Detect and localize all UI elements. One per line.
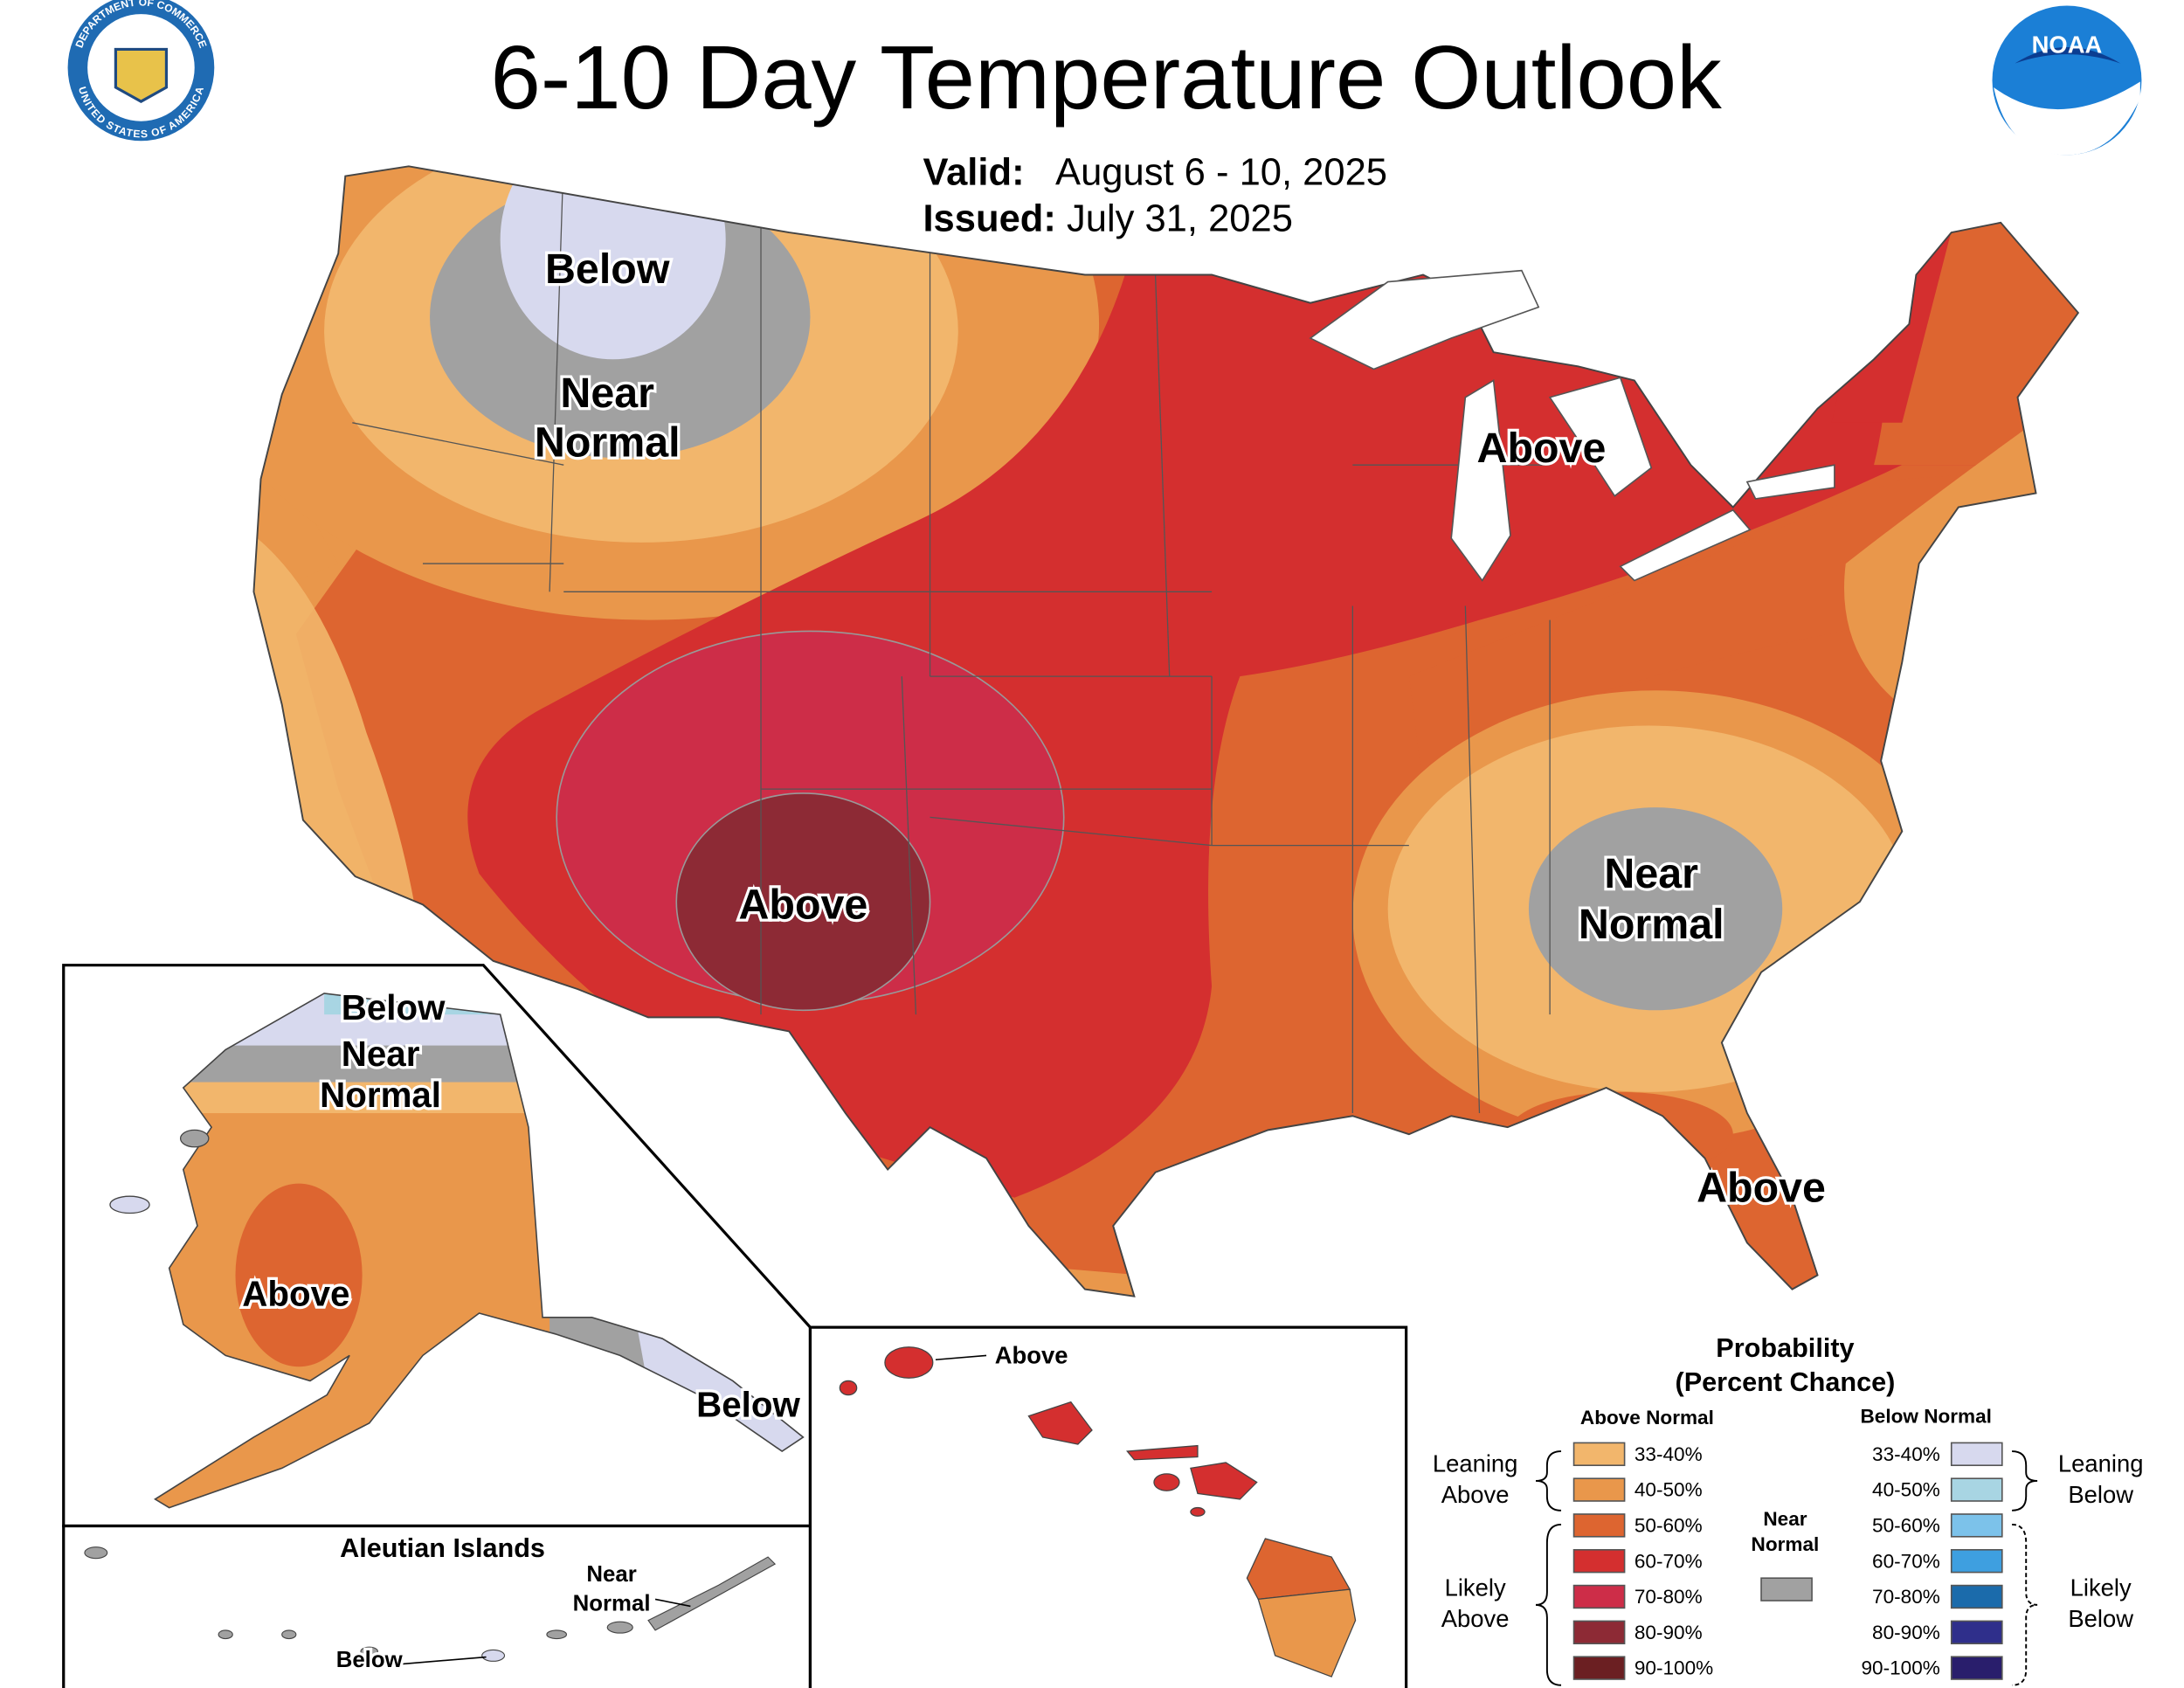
leader-line	[654, 1598, 691, 1608]
legend-swatch	[1950, 1513, 2003, 1538]
map-label: Near	[342, 1034, 420, 1074]
legend-title: (Percent Chance)	[1675, 1367, 1895, 1397]
legend-range: 90-100%	[1862, 1657, 1940, 1679]
legend-braces	[1535, 1450, 2038, 1686]
legend-range: 70-80%	[1635, 1586, 1703, 1608]
map-label: Above	[242, 1274, 349, 1313]
map-label: Near	[586, 1562, 636, 1587]
noaa-logo: NOAA	[1992, 5, 2142, 156]
map-label: Near	[1604, 850, 1698, 897]
issued-date: July 31, 2025	[1067, 198, 1293, 240]
legend-group: Leaning	[2058, 1449, 2144, 1477]
legend-group: Above	[1441, 1605, 1510, 1632]
legend-near-normal: Normal	[1752, 1533, 1820, 1555]
legend-swatch	[1572, 1442, 1626, 1467]
title: 6-10 Day Temperature Outlook	[490, 27, 1722, 128]
map-label: Above	[1697, 1165, 1826, 1212]
legend-swatch	[1572, 1620, 1626, 1645]
legend-swatch	[1950, 1584, 2003, 1609]
legend-range: 70-80%	[1872, 1586, 1940, 1608]
aleutian-islands	[84, 1546, 777, 1662]
legend-group: Below	[2068, 1481, 2133, 1508]
legend-range: 60-70%	[1635, 1550, 1703, 1572]
legend-title: Probability	[1716, 1333, 1854, 1363]
legend-swatch	[1572, 1656, 1626, 1680]
legend-group: Leaning	[1433, 1449, 1518, 1477]
legend-swatch	[1572, 1477, 1626, 1502]
alaska-islands	[109, 1129, 210, 1214]
legend-group: Above	[1441, 1481, 1510, 1508]
legend-swatch	[1950, 1442, 2003, 1467]
legend-range: 90-100%	[1635, 1657, 1713, 1679]
map-label: Above	[995, 1341, 1068, 1368]
map-label: Normal	[573, 1592, 651, 1616]
legend-group: Likely	[2070, 1574, 2132, 1601]
valid-dates: August 6 - 10, 2025	[1055, 151, 1387, 193]
leader-line	[401, 1656, 487, 1665]
map-label: Below	[545, 246, 670, 293]
legend-swatch	[1950, 1477, 2003, 1502]
hawaii-islands	[839, 1346, 1357, 1678]
legend-header: Below Normal	[1860, 1405, 1991, 1427]
great-lakes	[1309, 269, 1835, 582]
commerce-seal: DEPARTMENT OF COMMERCE UNITED STATES OF …	[67, 0, 215, 142]
legend-swatch	[1950, 1620, 2003, 1645]
map-label: Below	[696, 1386, 800, 1425]
legend-range: 33-40%	[1872, 1443, 1940, 1465]
map-label: Normal	[1579, 901, 1724, 948]
legend-range: 50-60%	[1635, 1514, 1703, 1536]
leader-line	[935, 1354, 987, 1361]
legend-range: 33-40%	[1635, 1443, 1703, 1465]
map-label: Above	[738, 881, 867, 928]
legend-group: Below	[2068, 1605, 2133, 1632]
legend-range: 40-50%	[1872, 1479, 1940, 1501]
legend-group: Likely	[1445, 1574, 1506, 1601]
legend-range: 50-60%	[1872, 1514, 1940, 1536]
map-label: Near	[560, 370, 654, 417]
legend: Probability (Percent Chance) Above Norma…	[1433, 1333, 2144, 1686]
map-label: Normal	[320, 1076, 441, 1115]
valid-label: Valid:	[923, 151, 1024, 193]
conus-outline	[252, 165, 2080, 1297]
map-label: Normal	[535, 419, 681, 466]
legend-swatch	[1950, 1548, 2003, 1574]
legend-swatch	[1760, 1577, 1813, 1602]
legend-range: 60-70%	[1872, 1550, 1940, 1572]
inset-title: Aleutian Islands	[340, 1533, 545, 1563]
legend-range: 40-50%	[1635, 1479, 1703, 1501]
legend-range: 80-90%	[1635, 1622, 1703, 1643]
legend-near-normal: Near	[1763, 1508, 1807, 1530]
legend-header: Above Normal	[1580, 1407, 1714, 1429]
map-label: Below	[336, 1648, 404, 1672]
legend-swatch	[1572, 1584, 1626, 1609]
map-label: Below	[342, 988, 446, 1027]
noaa-text: NOAA	[2032, 31, 2103, 58]
alaska-outline	[154, 993, 805, 1509]
legend-swatch	[1950, 1656, 2003, 1680]
legend-swatch	[1572, 1548, 1626, 1574]
map-label: Above	[1477, 425, 1607, 472]
issued-label: Issued:	[923, 198, 1055, 240]
legend-swatch	[1572, 1513, 1626, 1538]
legend-range: 80-90%	[1872, 1622, 1940, 1643]
